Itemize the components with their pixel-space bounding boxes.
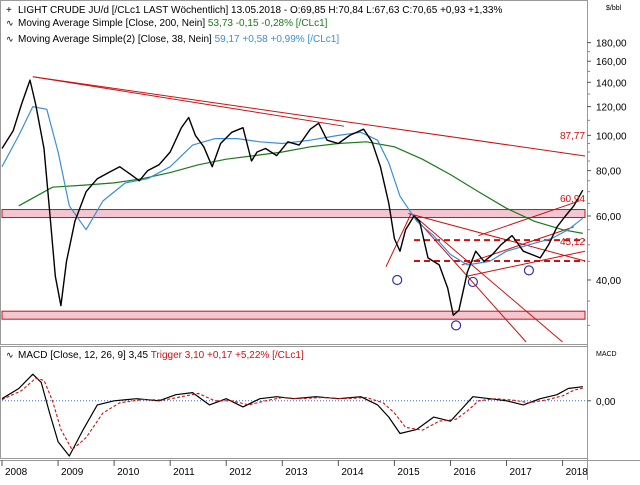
y-tick-label-1: 60,00	[596, 212, 621, 223]
svg-text:Moving Average Simple [Close,: Moving Average Simple [Close, 200, Nein]…	[18, 18, 328, 29]
price-line	[1, 79, 584, 316]
y-tick-label-3: 100,00	[596, 131, 627, 142]
x-tick-label-5: 2013	[285, 467, 308, 478]
macd-trigger-legend: Trigger 3,10 +0,17 +5,22% [/CLc1]	[151, 350, 304, 361]
x-tick-label-9: 2017	[510, 467, 533, 478]
level-band-2	[1, 310, 586, 320]
expand-icon[interactable]: +	[6, 5, 12, 16]
trend-line-3	[410, 213, 527, 343]
x-tick-label-7: 2015	[397, 467, 420, 478]
low-marker-1	[450, 320, 462, 331]
ma200-legend-values: 53,73 -0,15 -0,28% [/CLc1]	[208, 18, 328, 29]
macd-legend: MACD [Close, 12, 26, 9] 3,45	[18, 350, 149, 361]
x-tick-label-8: 2016	[453, 467, 476, 478]
macd-layer	[1, 373, 585, 457]
trend-line-0	[32, 76, 586, 157]
ma200-line	[18, 141, 583, 234]
trend-line-4	[410, 213, 563, 343]
ma38-icon: ∿	[6, 34, 14, 44]
resistance-label: 87,77	[560, 131, 585, 142]
x-tick-label-0: 2008	[5, 467, 28, 478]
axis-layer: 40,00 60,00 80,00 100,00 120,00 140,00 160,00 1…	[1, 39, 627, 478]
x-tick-label-2: 2010	[117, 467, 140, 478]
macd-icon: ∿	[6, 350, 14, 360]
ma38-legend-values: 59,17 +0,58 +0,99% [/CLc1]	[215, 34, 340, 45]
y-tick-label-7: 180,00	[596, 39, 627, 50]
level-label-mid: 60,94	[560, 194, 585, 205]
y-tick-label-5: 140,00	[596, 78, 627, 89]
trend-line-1	[32, 76, 345, 127]
chart-title: LIGHT CRUDE JU/d [/CLc1 LAST Wöchentlich…	[18, 5, 502, 16]
ma200-legend: Moving Average Simple [Close, 200, Nein]	[18, 18, 205, 29]
low-marker-2	[467, 276, 478, 288]
y-tick-label-2: 80,00	[596, 167, 621, 178]
price-layer	[1, 76, 586, 343]
low-marker-0	[392, 274, 403, 286]
y-tick-label-4: 120,00	[596, 103, 627, 114]
macd-trigger-line	[1, 377, 583, 451]
trend-line-5	[385, 213, 412, 267]
y-tick-label-0: 40,00	[596, 276, 621, 287]
x-tick-label-3: 2011	[173, 467, 195, 478]
level-band-0	[1, 209, 586, 219]
trend-line-6	[467, 250, 586, 277]
unit-label: $/bbl	[606, 5, 622, 12]
trend-line-2	[408, 213, 586, 262]
low-marker-3	[523, 265, 535, 276]
x-tick-label-10: 2018	[566, 467, 589, 478]
x-tick-label-4: 2012	[229, 467, 252, 478]
x-tick-label-6: 2014	[341, 467, 364, 478]
level-label-low: 45,12	[560, 237, 585, 248]
trend-line-8	[461, 226, 574, 266]
svg-text:MACD [Close, 12, 26, 9] 3,45 T: MACD [Close, 12, 26, 9] 3,45 Trigger 3,1…	[18, 350, 304, 361]
x-tick-label-1: 2009	[61, 467, 84, 478]
ma200-icon: ∿	[6, 18, 14, 28]
macd-axis-title: MACD	[596, 351, 617, 358]
y-tick-label-6: 160,00	[596, 57, 627, 68]
ma38-legend: Moving Average Simple(2) [Close, 38, Nei…	[18, 34, 212, 45]
svg-text:Moving Average Simple(2) [Clos: Moving Average Simple(2) [Close, 38, Nei…	[18, 34, 339, 45]
macd-y-tick-label-0: 0,00	[596, 397, 616, 408]
ma38-line	[1, 105, 584, 266]
